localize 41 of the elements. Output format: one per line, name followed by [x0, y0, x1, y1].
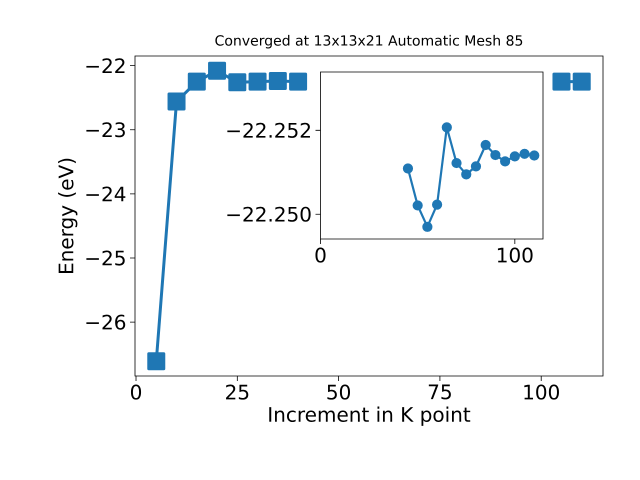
- x-tick-label: 0: [130, 384, 142, 400]
- point: [442, 122, 452, 132]
- point: [432, 199, 442, 210]
- point: [500, 156, 510, 166]
- y-tick-label: −22: [86, 58, 124, 74]
- point: [572, 72, 591, 91]
- y-tick-label: −24: [86, 186, 126, 202]
- point: [168, 92, 186, 111]
- x-axis-title: Increment in K point: [269, 406, 470, 426]
- point: [289, 72, 308, 91]
- point: [510, 151, 520, 162]
- point: [451, 158, 462, 168]
- x-tick-label: 50: [327, 384, 350, 400]
- point: [188, 72, 206, 91]
- point: [228, 73, 246, 92]
- x-tick-label: 100: [524, 384, 559, 400]
- point: [470, 161, 482, 172]
- x-tick-label: 0: [315, 248, 326, 263]
- point: [402, 163, 414, 174]
- point: [529, 150, 540, 161]
- y-tick-label: −22.252: [227, 122, 310, 138]
- y-tick-label: −25: [86, 250, 125, 266]
- chart-title: Converged at 13x13x21 Automatic Mesh 85: [215, 34, 522, 48]
- x-tick-label: 100: [498, 248, 533, 263]
- x-tick-label: 75: [428, 384, 451, 400]
- y-axis-title: Energy (eV): [58, 158, 78, 274]
- point: [208, 62, 226, 80]
- point: [268, 72, 287, 90]
- x-tick-label: 25: [226, 384, 248, 400]
- point: [480, 140, 491, 150]
- y-tick-label: −22.250: [227, 206, 311, 222]
- point: [552, 72, 570, 91]
- y-tick-label: −26: [86, 314, 126, 330]
- y-tick-label: −23: [86, 122, 125, 138]
- point: [422, 222, 432, 232]
- point: [147, 352, 166, 370]
- point: [519, 148, 530, 159]
- point: [248, 72, 267, 91]
- point: [412, 200, 423, 211]
- point: [461, 169, 472, 180]
- point: [490, 150, 500, 160]
